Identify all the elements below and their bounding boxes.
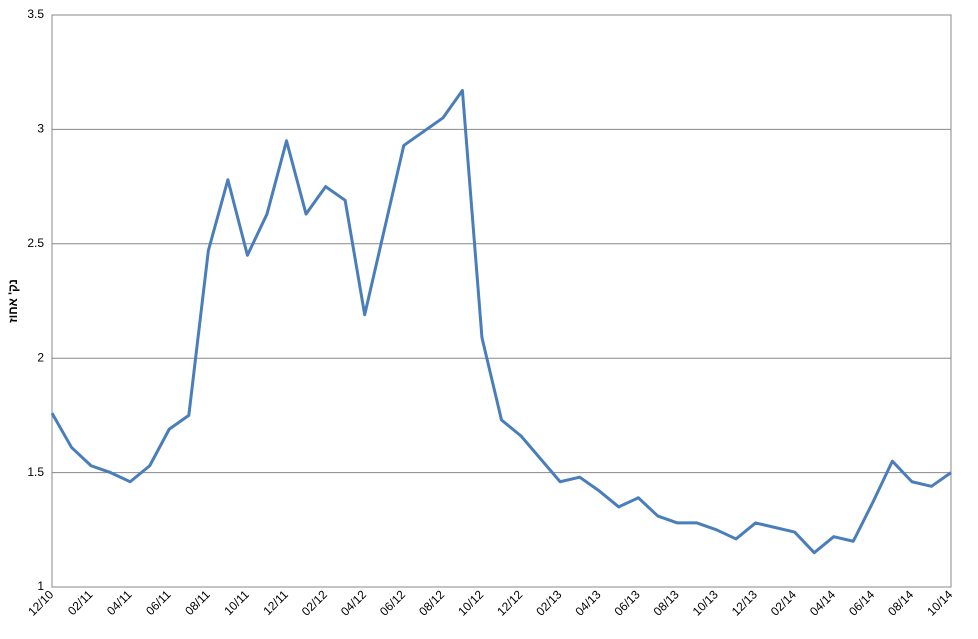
x-tick-label: 02/13 [533,587,564,618]
x-tick-label: 10/13 [690,587,721,618]
x-tick-label: 08/12 [416,587,447,618]
y-tick-label: 3.5 [27,7,44,21]
x-tick-label: 02/11 [65,587,96,618]
x-tick-label: 12/11 [260,587,291,618]
y-axis-label: נק' אחוז [6,279,20,323]
y-tick-label: 1.5 [27,465,44,479]
y-tick-label: 2 [37,350,44,364]
x-tick-label: 02/12 [299,587,330,618]
x-tick-label: 08/11 [182,587,213,618]
x-tick-label: 12/12 [494,587,525,618]
plot-frame [51,14,952,588]
x-tick-label: 04/11 [104,587,135,618]
x-tick-label: 06/11 [143,587,174,618]
x-tick-label: 12/13 [729,587,760,618]
x-tick-label: 10/12 [455,587,486,618]
x-tick-label: 04/13 [572,587,603,618]
x-tick-label: 06/13 [612,587,643,618]
x-tick-label: 08/13 [651,587,682,618]
x-tick-label: 06/14 [846,587,877,618]
x-tick-label: 04/12 [338,587,369,618]
x-tick-label: 04/14 [807,587,838,618]
y-tick-label: 1 [37,579,44,593]
x-tick-label: 08/14 [885,587,916,618]
data-line [50,89,952,555]
x-tick-label: 10/14 [924,587,955,618]
y-tick-label: 2.5 [27,236,44,250]
x-tick-label: 12/10 [25,587,56,618]
x-tick-label: 10/11 [221,587,252,618]
x-tick-label: 02/14 [768,587,799,618]
x-tick-label: 06/12 [377,587,408,618]
y-tick-label: 3 [37,122,44,136]
